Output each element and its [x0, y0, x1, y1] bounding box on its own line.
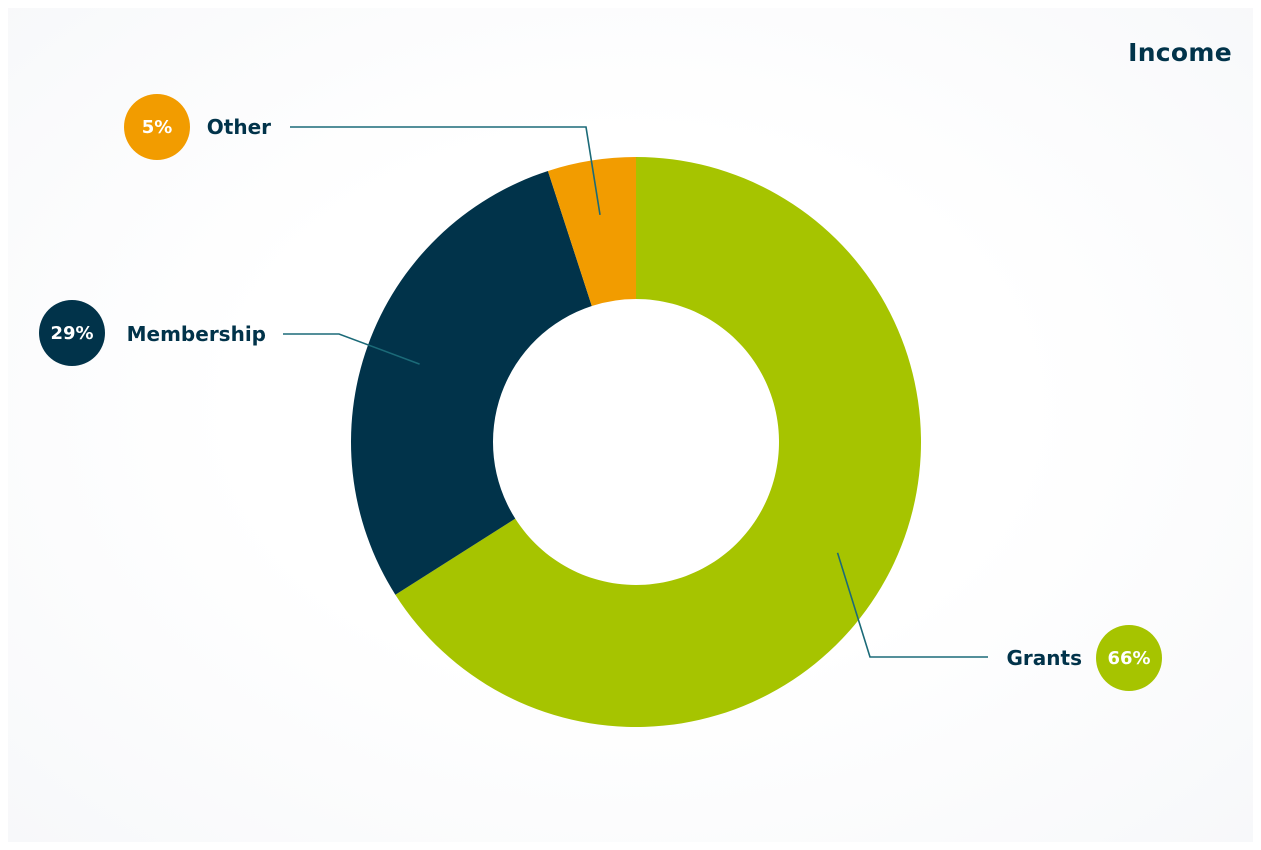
slice-grants: [395, 157, 921, 728]
chart-title: Income: [1128, 38, 1232, 67]
pct-badge-membership: [39, 300, 105, 366]
slice-membership: [351, 170, 592, 595]
pct-label-grants: 66%: [1107, 648, 1150, 669]
leader-line-membership: [283, 333, 420, 365]
slice-label-grants: Grants: [1007, 646, 1082, 670]
callouts-layer: Grants 66% Membership 29% Other 5%: [39, 94, 1162, 691]
leader-line-grants: [836, 552, 988, 658]
slice-other: [547, 157, 636, 306]
slices-layer: [351, 157, 921, 728]
pct-label-other: 5%: [142, 117, 173, 138]
slice-label-membership: Membership: [127, 322, 266, 346]
pct-label-membership: 29%: [50, 323, 93, 344]
pct-badge-grants: [1096, 625, 1162, 691]
slice-label-other: Other: [207, 115, 271, 139]
leader-lines-layer: [283, 126, 988, 658]
pct-badge-other: [124, 94, 190, 160]
leader-line-other: [290, 126, 601, 215]
